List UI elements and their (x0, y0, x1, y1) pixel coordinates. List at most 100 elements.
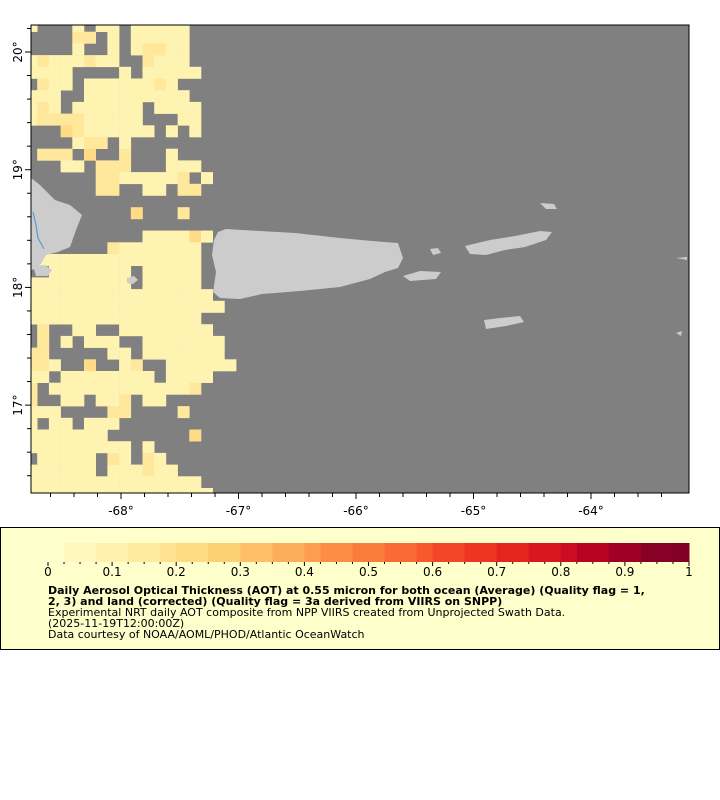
aot-cell (84, 382, 96, 395)
aot-cell (107, 101, 120, 114)
aot-cell (60, 335, 73, 348)
aot-cell (95, 394, 108, 407)
aot-cell (95, 429, 108, 442)
aot-cell (119, 464, 132, 477)
aot-cell (107, 90, 120, 103)
aot-cell (72, 464, 85, 477)
colorbar-tick-label: 0.8 (551, 565, 571, 579)
aot-cell (107, 55, 120, 68)
y-tick-label: 18° (11, 277, 25, 298)
colorbar-swatch (144, 543, 161, 562)
aot-cell (95, 172, 108, 185)
aot-cell (154, 452, 167, 465)
aot-cell (165, 78, 178, 91)
aot-cell (48, 265, 61, 278)
aot-cell (154, 172, 167, 185)
aot-cell (72, 31, 85, 44)
aot-cell (37, 78, 50, 91)
aot-cell (119, 254, 132, 266)
colorbar-tick-label: 0.9 (615, 565, 635, 579)
aot-cell (31, 394, 38, 407)
aot-cell (130, 113, 143, 126)
aot-cell (142, 277, 155, 290)
aot-cell (31, 66, 38, 79)
colorbar-swatch (224, 543, 241, 562)
aot-cell (154, 289, 167, 302)
land-hispaniola-point (33, 265, 52, 276)
aot-cell (84, 429, 96, 442)
aot-cell (72, 300, 85, 313)
aot-cell (165, 324, 178, 337)
aot-cell (177, 324, 190, 337)
land-hispaniola (31, 178, 82, 270)
aot-cell (130, 464, 143, 477)
aot-cell (48, 148, 61, 161)
aot-cell (154, 300, 167, 313)
aot-cell (189, 66, 202, 79)
aot-cell (142, 78, 155, 91)
aot-cell (165, 242, 178, 255)
aot-cell (31, 464, 38, 477)
aot-cell (107, 113, 120, 126)
aot-cell (72, 312, 85, 325)
aot-cell (37, 464, 50, 477)
aot-cell (154, 464, 167, 477)
aot-cell (37, 347, 50, 360)
colorbar-swatch (400, 543, 418, 562)
aot-cell (84, 277, 96, 290)
aot-cell (60, 312, 73, 325)
colorbar-swatch (432, 543, 450, 562)
aot-cell (107, 172, 120, 185)
aot-cell (107, 312, 120, 325)
aot-cell (60, 277, 73, 290)
aot-cell (84, 113, 96, 126)
aot-cell (189, 254, 202, 266)
aot-cell (119, 324, 132, 337)
aot-cell (201, 371, 213, 383)
aot-cell (48, 359, 61, 372)
aot-cell (189, 160, 202, 173)
colorbar-swatch (480, 543, 498, 562)
aot-cell (37, 277, 50, 290)
aot-cell (212, 347, 225, 360)
aot-cell (165, 312, 178, 325)
aot-cell (95, 476, 108, 489)
colorbar-tick-label: 0.6 (423, 565, 443, 579)
aot-cell (119, 476, 132, 489)
aot-cell (130, 312, 143, 325)
colorbar-swatch (320, 543, 337, 562)
aot-cell (142, 312, 155, 325)
aot-cell (72, 429, 85, 442)
aot-cell (130, 31, 143, 44)
aot-cell (142, 55, 155, 68)
aot-cell (72, 289, 85, 302)
aot-cell (119, 371, 132, 383)
aot-cell (142, 265, 155, 278)
aot-cell (72, 476, 85, 489)
aot-cell (189, 300, 202, 313)
aot-cell (130, 90, 143, 103)
aot-cell (130, 476, 143, 489)
aot-cell (165, 277, 178, 290)
aot-cell (165, 289, 178, 302)
legend-time: (2025-11-19T12:00:00Z) (48, 617, 185, 630)
aot-cell (189, 312, 202, 325)
aot-map: -68° -67° -66° -65° -64° 17° 18° 19° 20° (11, 24, 690, 518)
aot-cell (201, 230, 213, 243)
aot-cell (119, 125, 132, 138)
aot-cell (107, 254, 120, 266)
aot-cell (72, 254, 85, 266)
aot-cell (177, 31, 190, 44)
aot-cell (48, 300, 61, 313)
aot-cell (107, 242, 120, 255)
aot-cell (154, 78, 167, 91)
aot-cell (37, 324, 50, 337)
aot-cell (48, 464, 61, 477)
colorbar-swatch (336, 543, 353, 562)
aot-cell (84, 148, 96, 161)
colorbar-swatch (512, 543, 530, 562)
aot-cell (31, 289, 38, 302)
aot-cell (72, 452, 85, 465)
aot-cell (142, 242, 155, 255)
aot-cell (142, 230, 155, 243)
